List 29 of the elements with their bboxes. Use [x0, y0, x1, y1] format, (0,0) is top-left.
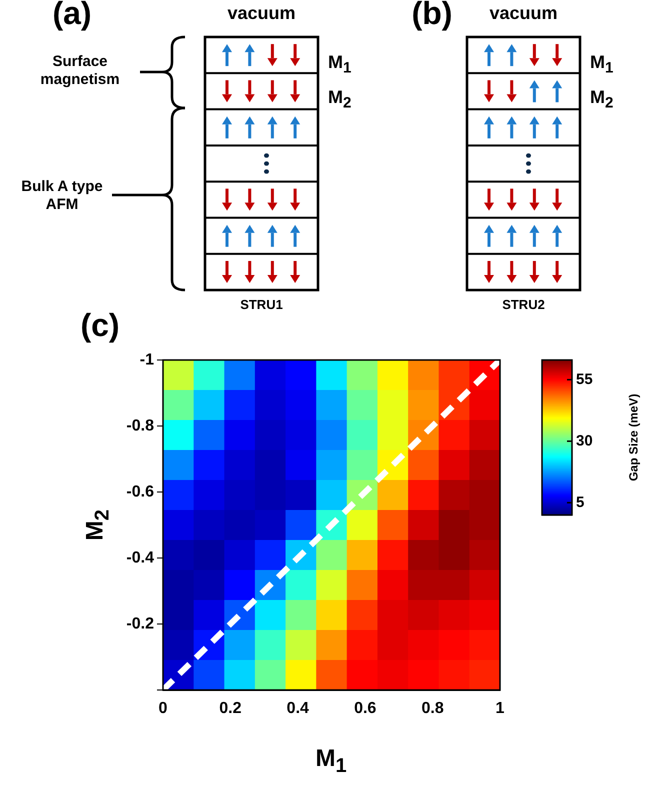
text: vacuum — [489, 3, 558, 23]
text: STRU1 — [239, 297, 284, 313]
color-bar-label: 55 — [576, 370, 593, 388]
x-tick-label: 1 — [496, 700, 505, 718]
text: Bulk A type AFM — [20, 178, 104, 214]
y-tick-label: -0.2 — [126, 615, 154, 632]
text: vacuum — [226, 3, 297, 25]
text: M$_{1}$ — [328, 52, 352, 78]
color-bar-label: 30 — [576, 432, 593, 450]
text: (a) — [51, 0, 93, 32]
text: M$_{2}$ — [590, 87, 614, 113]
y-tick-label: -1 — [140, 351, 154, 368]
text: STRU2 — [501, 297, 546, 313]
x-tick-label: 0.8 — [421, 700, 444, 718]
text: Surface magnetism — [39, 53, 121, 89]
color-bar-label: 5 — [576, 494, 584, 511]
y-tick-label: -0.6 — [126, 483, 154, 500]
text: (b) — [410, 0, 454, 32]
color-bar-title: Gap Size (meV) — [626, 394, 640, 482]
x-axis-title: M$_{1}$ — [314, 745, 348, 778]
text: M$_{2}$ — [328, 87, 352, 113]
x-tick-label: 0.2 — [219, 700, 242, 718]
chart-title: (c) — [79, 306, 121, 344]
x-tick-label: 0.6 — [354, 700, 376, 718]
y-tick-label: -0.4 — [126, 549, 154, 566]
x-tick-label: 0 — [158, 700, 168, 718]
y-tick-label: -0.8 — [126, 417, 154, 434]
x-tick-label: 0.4 — [286, 700, 310, 718]
text: M$_{1}$ — [590, 52, 614, 78]
